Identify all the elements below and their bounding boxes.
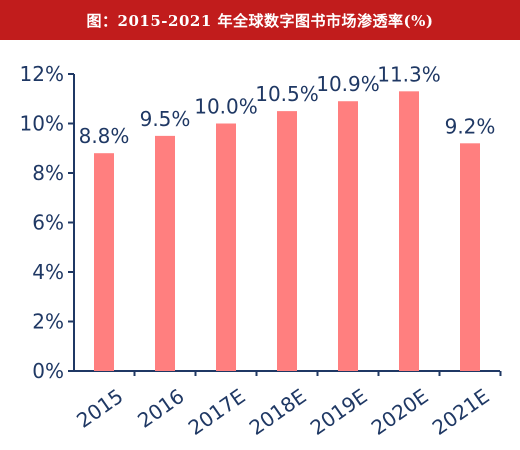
data-label: 10.5% [255,82,319,106]
bar [216,123,236,371]
x-tick-label: 2021E [428,384,494,440]
bars-group [94,91,480,371]
data-label: 10.9% [316,72,380,96]
y-axis: 0% 2% 4% 6% 8% 10% 12% [20,62,500,383]
y-tick-label: 8% [32,161,64,185]
y-tick-label: 6% [32,211,64,235]
data-label: 10.0% [194,95,258,119]
y-tick-label: 10% [20,112,64,136]
x-tick-label: 2016 [133,384,188,433]
data-label: 11.3% [377,62,441,86]
data-label: 9.5% [140,107,191,131]
y-tick-label: 0% [32,359,64,383]
x-tick-label: 2015 [72,384,127,433]
bar [155,135,175,371]
x-tick-label: 2019E [306,384,372,440]
x-tick-label: 2020E [367,384,433,440]
bar [399,91,419,371]
chart-title: 图：2015-2021 年全球数字图书市场渗透率(%) [86,11,434,30]
data-labels-group: 8.8% 9.5%10.0%10.5%10.9%11.3% 9.2% [79,62,496,148]
y-tick-label: 2% [32,310,64,334]
title-bar: 图：2015-2021 年全球数字图书市场渗透率(%) [0,0,520,40]
bar [460,143,480,371]
y-tick-label: 4% [32,260,64,284]
x-tick-label: 2018E [245,384,311,440]
data-label: 8.8% [79,124,130,148]
bar [94,153,114,371]
y-tick-label: 12% [20,62,64,86]
bar [277,111,297,371]
bar [338,101,358,371]
x-tick-label: 2017E [184,384,250,440]
data-label: 9.2% [445,114,496,138]
